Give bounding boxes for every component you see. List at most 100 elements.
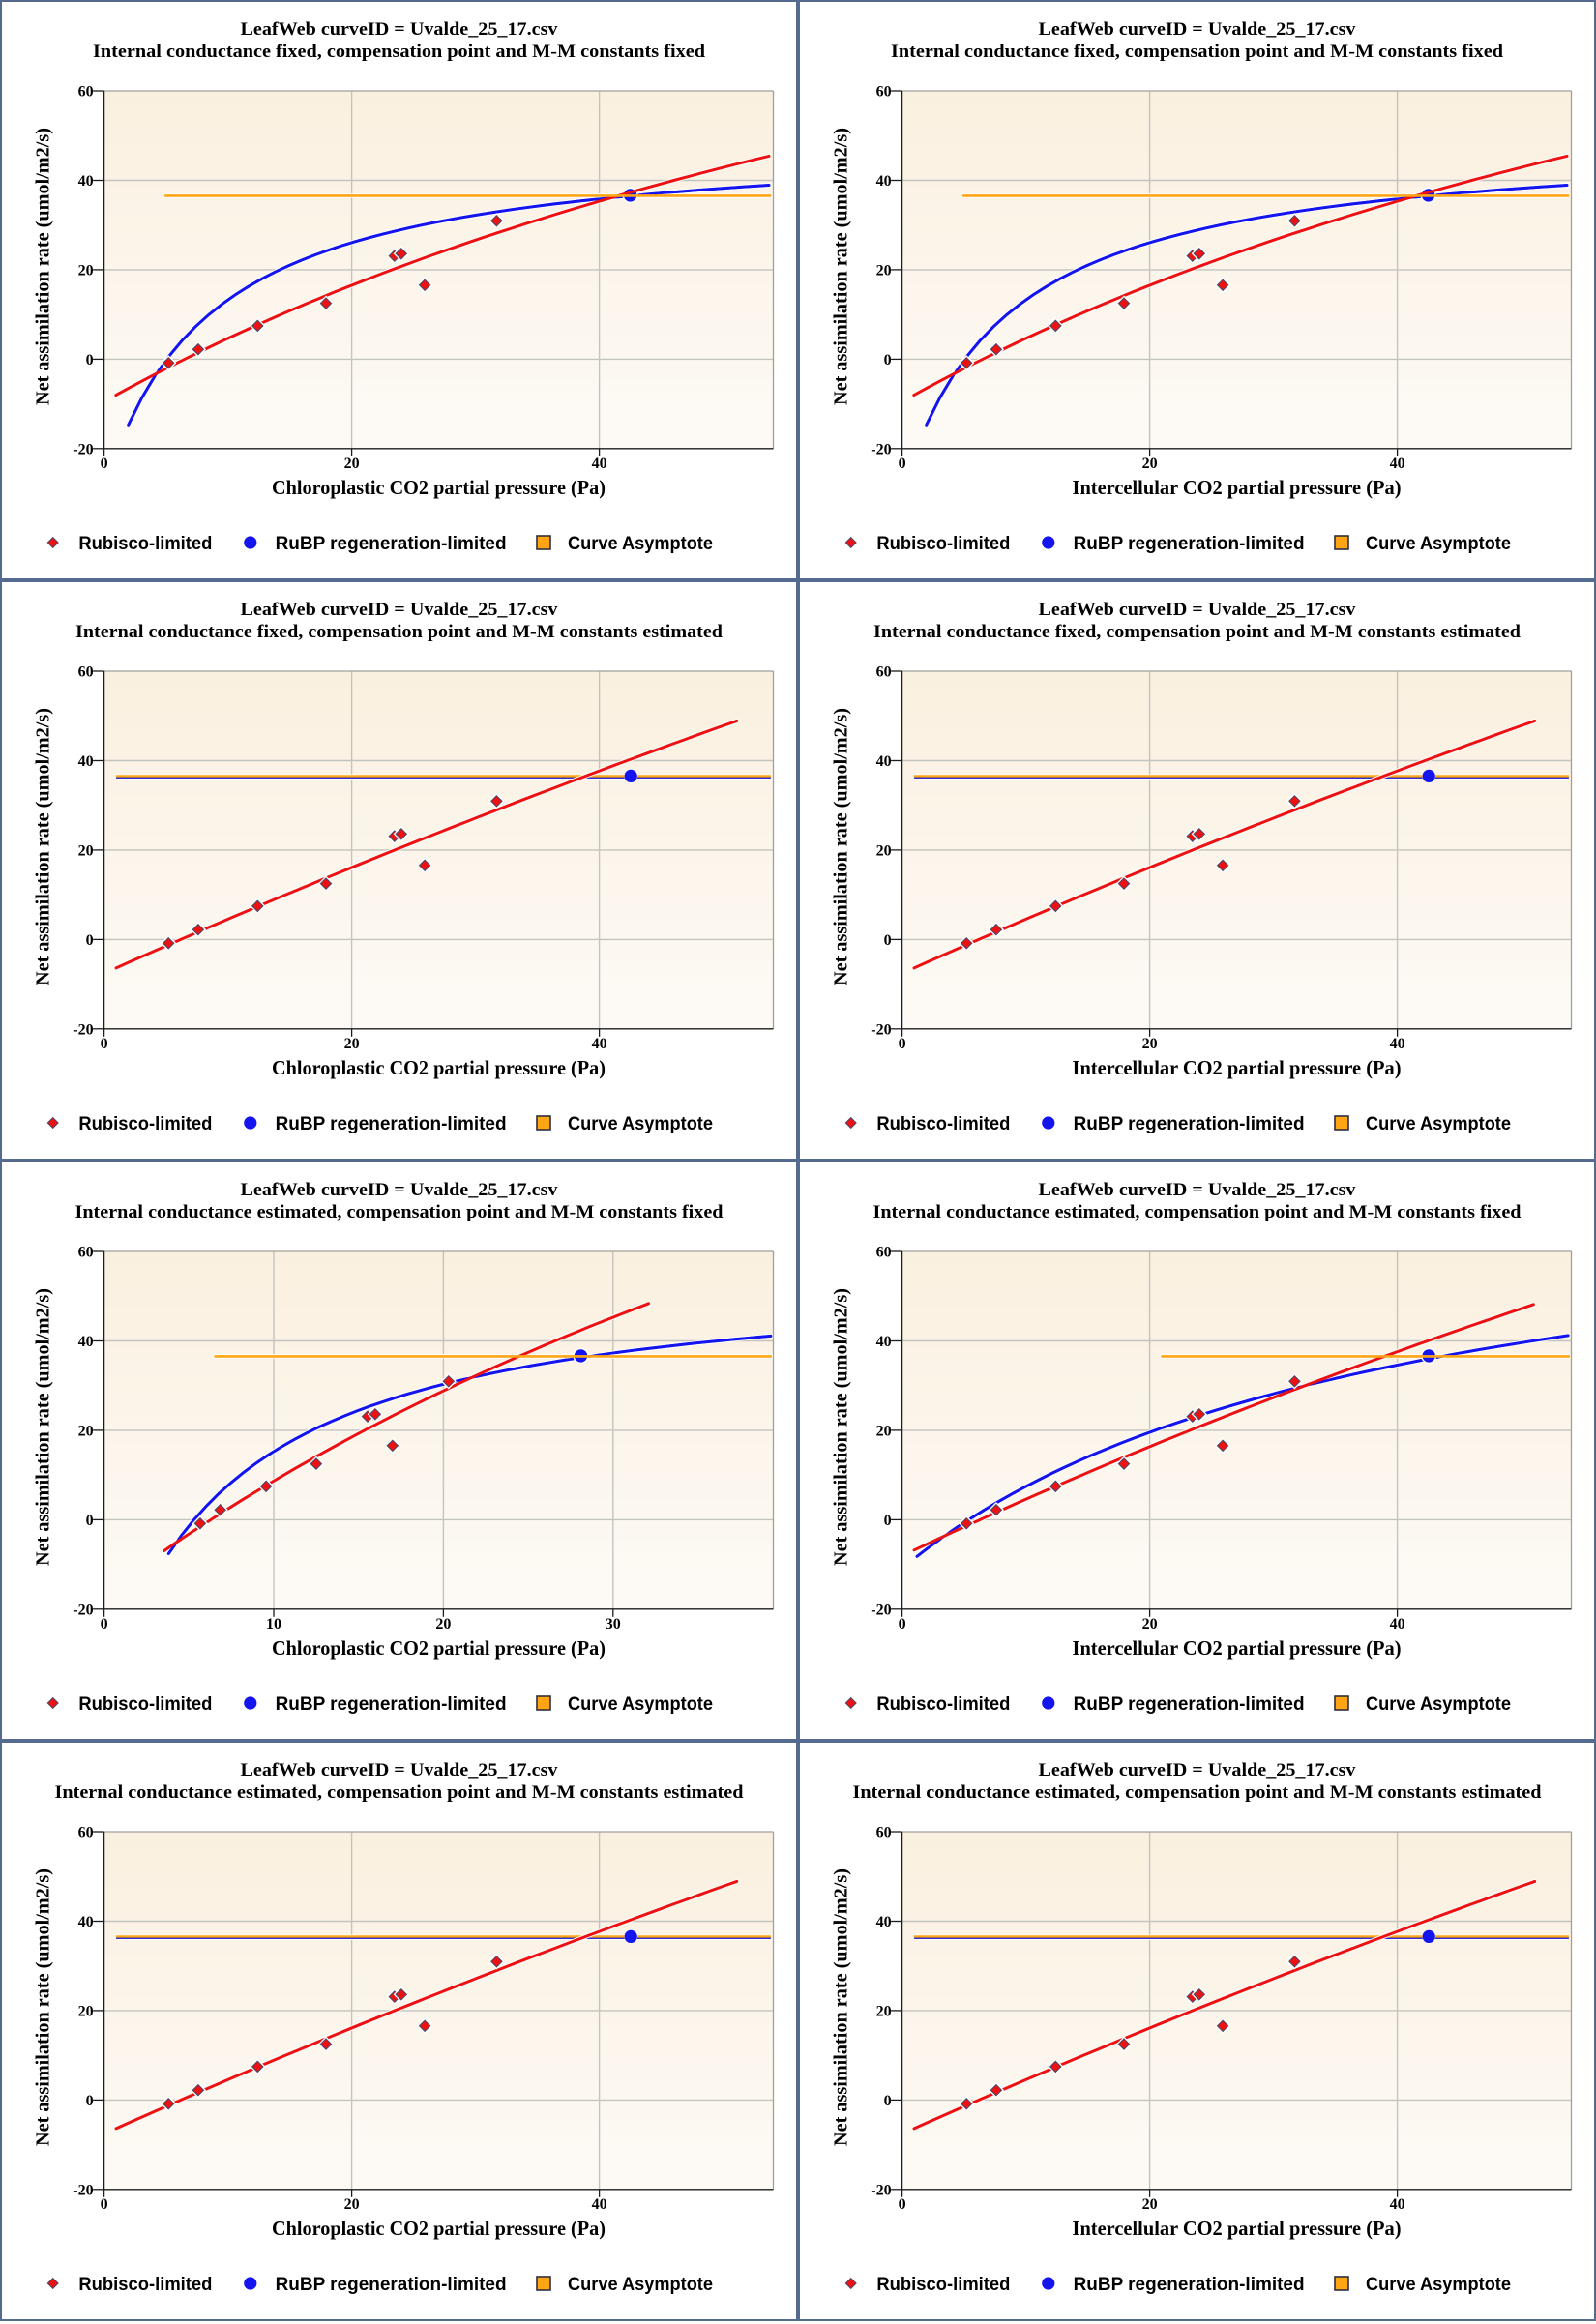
svg-text:60: 60 — [876, 84, 892, 101]
svg-text:0: 0 — [86, 932, 94, 949]
svg-text:Internal conductance estimated: Internal conductance estimated, compensa… — [75, 1202, 724, 1222]
svg-text:Net assimilation rate (umol/m2: Net assimilation rate (umol/m2/s) — [33, 128, 54, 405]
svg-text:40: 40 — [78, 753, 94, 770]
svg-text:-20: -20 — [871, 1602, 891, 1618]
svg-text:60: 60 — [876, 1825, 892, 1841]
svg-text:0: 0 — [101, 456, 108, 472]
svg-text:20: 20 — [344, 2196, 360, 2213]
svg-text:Rubisco-limited: Rubisco-limited — [78, 1694, 212, 1715]
svg-text:Net assimilation rate (umol/m2: Net assimilation rate (umol/m2/s) — [831, 1288, 852, 1566]
svg-text:Rubisco-limited: Rubisco-limited — [876, 534, 1010, 554]
svg-text:Curve Asymptote: Curve Asymptote — [1366, 2275, 1511, 2295]
svg-text:Intercellular CO2 partial pres: Intercellular CO2 partial pressure (Pa) — [1073, 2217, 1402, 2240]
svg-text:0: 0 — [884, 2093, 892, 2109]
svg-text:0: 0 — [884, 352, 892, 368]
svg-text:60: 60 — [78, 1245, 94, 1261]
svg-text:20: 20 — [1142, 456, 1158, 472]
svg-text:RuBP regeneration-limited: RuBP regeneration-limited — [1074, 2275, 1305, 2295]
svg-text:40: 40 — [876, 753, 892, 770]
svg-text:60: 60 — [876, 1245, 892, 1261]
svg-text:Curve Asymptote: Curve Asymptote — [568, 534, 713, 554]
svg-text:Internal conductance estimated: Internal conductance estimated, compensa… — [55, 1782, 744, 1803]
svg-text:30: 30 — [606, 1616, 621, 1633]
svg-text:Internal conductance fixed, co: Internal conductance fixed, compensation… — [891, 42, 1503, 62]
svg-text:LeafWeb curveID = Uvalde_25_17: LeafWeb curveID = Uvalde_25_17.csv — [1039, 1760, 1357, 1780]
svg-text:LeafWeb curveID = Uvalde_25_17: LeafWeb curveID = Uvalde_25_17.csv — [241, 1180, 559, 1200]
svg-text:0: 0 — [101, 1616, 108, 1633]
svg-text:Internal conductance fixed, co: Internal conductance fixed, compensation… — [873, 622, 1521, 642]
svg-text:Internal conductance fixed, co: Internal conductance fixed, compensation… — [75, 622, 723, 642]
svg-text:40: 40 — [876, 1334, 892, 1350]
svg-text:40: 40 — [1390, 2196, 1405, 2213]
svg-text:Internal conductance fixed, co: Internal conductance fixed, compensation… — [93, 42, 705, 62]
svg-text:Curve Asymptote: Curve Asymptote — [568, 1694, 713, 1715]
svg-text:20: 20 — [435, 1616, 451, 1633]
svg-text:Intercellular CO2 partial pres: Intercellular CO2 partial pressure (Pa) — [1073, 1056, 1402, 1079]
svg-text:0: 0 — [899, 1616, 906, 1633]
svg-text:Net assimilation rate (umol/m2: Net assimilation rate (umol/m2/s) — [831, 708, 852, 985]
svg-text:-20: -20 — [871, 2182, 891, 2198]
svg-text:40: 40 — [592, 1036, 607, 1052]
svg-text:Net assimilation rate (umol/m2: Net assimilation rate (umol/m2/s) — [831, 1868, 852, 2146]
svg-text:0: 0 — [86, 1513, 94, 1529]
svg-text:RuBP regeneration-limited: RuBP regeneration-limited — [276, 2275, 507, 2295]
svg-text:0: 0 — [101, 2196, 108, 2213]
svg-text:LeafWeb curveID = Uvalde_25_17: LeafWeb curveID = Uvalde_25_17.csv — [241, 1760, 559, 1780]
svg-text:40: 40 — [78, 173, 94, 190]
svg-text:Net assimilation rate (umol/m2: Net assimilation rate (umol/m2/s) — [831, 128, 852, 405]
svg-text:Intercellular CO2 partial pres: Intercellular CO2 partial pressure (Pa) — [1073, 1636, 1402, 1660]
svg-text:RuBP regeneration-limited: RuBP regeneration-limited — [276, 1694, 507, 1715]
svg-text:Net assimilation rate (umol/m2: Net assimilation rate (umol/m2/s) — [33, 1868, 54, 2146]
svg-text:40: 40 — [1390, 456, 1405, 472]
svg-text:Rubisco-limited: Rubisco-limited — [78, 534, 212, 554]
svg-text:60: 60 — [78, 664, 94, 681]
svg-text:LeafWeb curveID = Uvalde_25_17: LeafWeb curveID = Uvalde_25_17.csv — [1039, 19, 1357, 40]
svg-text:0: 0 — [884, 1513, 892, 1529]
svg-text:Curve Asymptote: Curve Asymptote — [1366, 1694, 1511, 1715]
svg-text:Intercellular CO2 partial pres: Intercellular CO2 partial pressure (Pa) — [1073, 476, 1402, 499]
svg-text:60: 60 — [78, 1825, 94, 1841]
svg-text:20: 20 — [78, 1423, 94, 1439]
svg-text:40: 40 — [78, 1334, 94, 1350]
svg-text:40: 40 — [1390, 1616, 1405, 1633]
svg-text:Net assimilation rate (umol/m2: Net assimilation rate (umol/m2/s) — [33, 1288, 54, 1566]
svg-text:20: 20 — [876, 1423, 892, 1439]
svg-text:40: 40 — [876, 1914, 892, 1930]
svg-text:20: 20 — [78, 2003, 94, 2019]
svg-text:10: 10 — [266, 1616, 281, 1633]
svg-text:-20: -20 — [73, 1021, 93, 1038]
svg-text:20: 20 — [78, 842, 94, 859]
svg-text:Rubisco-limited: Rubisco-limited — [876, 2275, 1010, 2295]
svg-text:20: 20 — [78, 262, 94, 279]
svg-text:Net assimilation rate (umol/m2: Net assimilation rate (umol/m2/s) — [33, 708, 54, 985]
svg-text:Chloroplastic CO2 partial pres: Chloroplastic CO2 partial pressure (Pa) — [272, 476, 606, 499]
svg-text:40: 40 — [876, 173, 892, 190]
svg-text:Chloroplastic CO2 partial pres: Chloroplastic CO2 partial pressure (Pa) — [272, 1636, 606, 1660]
svg-text:20: 20 — [876, 262, 892, 279]
svg-text:RuBP regeneration-limited: RuBP regeneration-limited — [1074, 1694, 1305, 1715]
svg-text:RuBP regeneration-limited: RuBP regeneration-limited — [276, 1114, 507, 1134]
svg-text:20: 20 — [1142, 1616, 1158, 1633]
svg-text:Internal conductance estimated: Internal conductance estimated, compensa… — [853, 1782, 1542, 1803]
svg-text:Curve Asymptote: Curve Asymptote — [568, 1114, 713, 1134]
svg-text:LeafWeb curveID = Uvalde_25_17: LeafWeb curveID = Uvalde_25_17.csv — [241, 19, 559, 40]
svg-text:Internal conductance estimated: Internal conductance estimated, compensa… — [873, 1202, 1522, 1222]
svg-text:Chloroplastic CO2 partial pres: Chloroplastic CO2 partial pressure (Pa) — [272, 2217, 606, 2240]
svg-text:Rubisco-limited: Rubisco-limited — [876, 1694, 1010, 1715]
svg-text:60: 60 — [78, 84, 94, 101]
svg-text:Curve Asymptote: Curve Asymptote — [1366, 1114, 1511, 1134]
svg-text:40: 40 — [592, 456, 607, 472]
svg-text:Rubisco-limited: Rubisco-limited — [78, 1114, 212, 1134]
svg-text:-20: -20 — [871, 441, 891, 457]
svg-text:20: 20 — [876, 842, 892, 859]
svg-text:40: 40 — [78, 1914, 94, 1930]
svg-text:LeafWeb curveID = Uvalde_25_17: LeafWeb curveID = Uvalde_25_17.csv — [241, 600, 559, 620]
svg-text:-20: -20 — [73, 1602, 93, 1618]
svg-text:0: 0 — [899, 456, 906, 472]
svg-text:20: 20 — [1142, 2196, 1158, 2213]
svg-text:40: 40 — [592, 2196, 607, 2213]
svg-text:Curve Asymptote: Curve Asymptote — [568, 2275, 713, 2295]
svg-text:20: 20 — [876, 2003, 892, 2019]
svg-text:Curve Asymptote: Curve Asymptote — [1366, 534, 1511, 554]
svg-text:0: 0 — [884, 932, 892, 949]
